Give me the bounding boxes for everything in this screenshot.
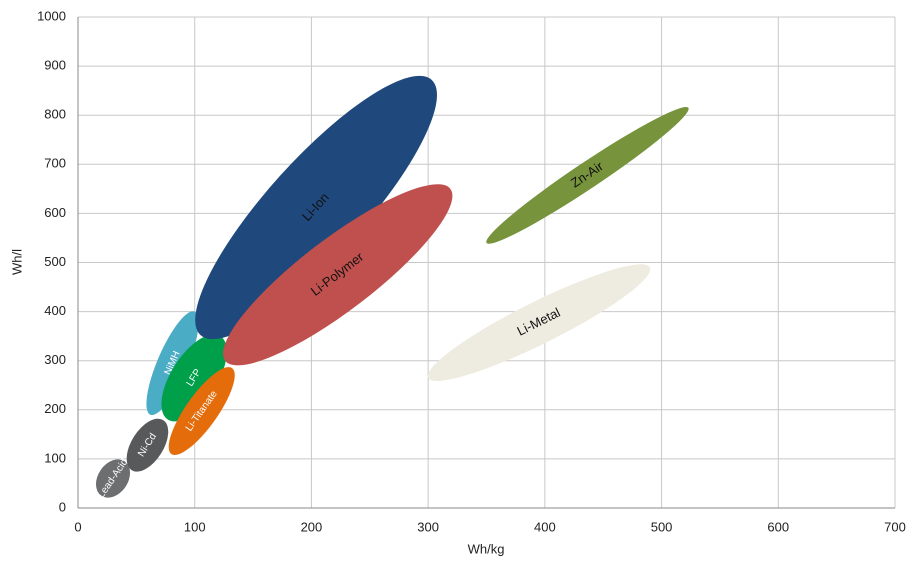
region bbox=[427, 264, 651, 381]
x-tick-label: 100 bbox=[184, 519, 206, 534]
x-tick-label: 600 bbox=[767, 519, 789, 534]
x-tick-label: 500 bbox=[651, 519, 673, 534]
y-tick-label: 600 bbox=[44, 205, 66, 220]
x-tick-label: 400 bbox=[534, 519, 556, 534]
y-tick-label: 500 bbox=[44, 254, 66, 269]
region bbox=[161, 334, 227, 422]
x-axis-title: Wh/kg bbox=[468, 541, 505, 556]
y-tick-label: 700 bbox=[44, 156, 66, 171]
region bbox=[486, 106, 689, 244]
y-tick-label: 0 bbox=[59, 499, 66, 514]
y-tick-label: 100 bbox=[44, 450, 66, 465]
region bbox=[168, 367, 235, 455]
y-axis-title: Wh/l bbox=[9, 249, 24, 275]
region bbox=[195, 75, 438, 340]
y-tick-label: 400 bbox=[44, 303, 66, 318]
x-tick-label: 300 bbox=[417, 519, 439, 534]
region bbox=[146, 311, 199, 416]
region bbox=[95, 459, 131, 498]
y-tick-label: 1000 bbox=[37, 8, 66, 23]
y-tick-label: 200 bbox=[44, 401, 66, 416]
y-tick-label: 900 bbox=[44, 58, 66, 73]
y-tick-label: 800 bbox=[44, 107, 66, 122]
region bbox=[126, 418, 169, 472]
x-tick-label: 0 bbox=[74, 519, 81, 534]
region bbox=[222, 184, 453, 366]
y-tick-label: 300 bbox=[44, 352, 66, 367]
x-tick-label: 700 bbox=[884, 519, 906, 534]
x-tick-label: 200 bbox=[301, 519, 323, 534]
